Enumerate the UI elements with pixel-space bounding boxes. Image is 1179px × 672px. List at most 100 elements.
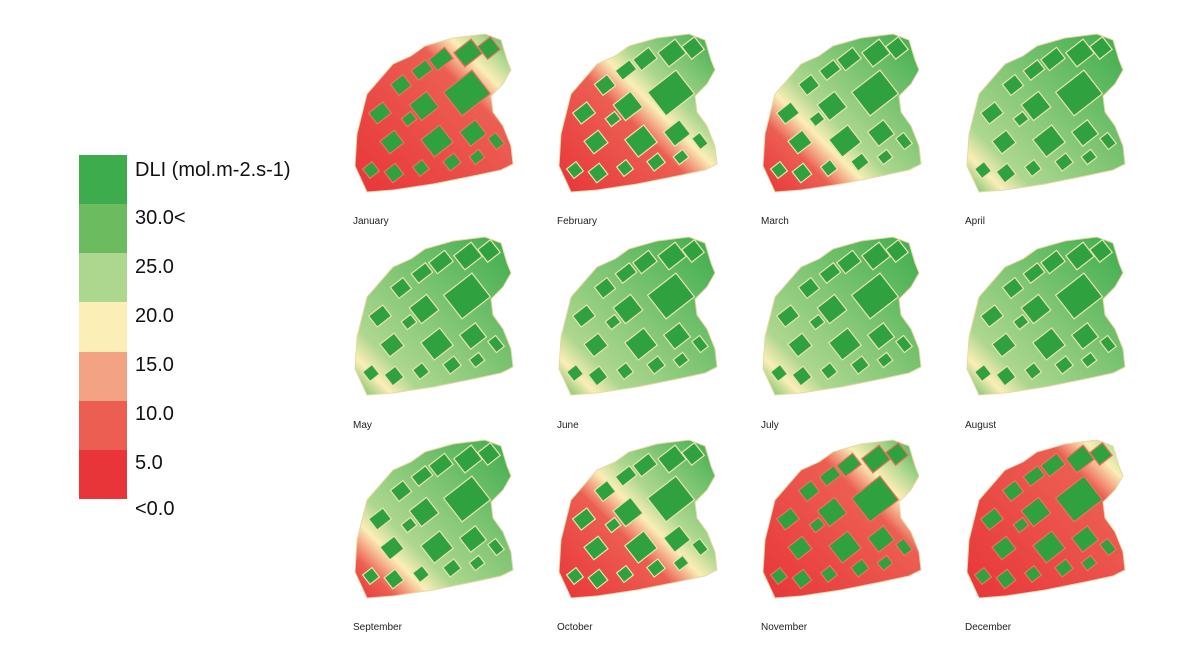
building — [808, 313, 826, 331]
building — [1001, 276, 1025, 300]
month-label-august: August — [965, 420, 997, 431]
building — [672, 554, 690, 572]
building — [1023, 158, 1043, 178]
building — [1098, 537, 1118, 557]
building — [818, 58, 842, 82]
building — [408, 90, 440, 122]
building — [476, 35, 502, 61]
building — [361, 160, 381, 180]
building — [612, 496, 644, 528]
building — [379, 129, 405, 155]
building — [452, 444, 484, 474]
building — [1064, 241, 1096, 271]
building — [791, 162, 813, 184]
legend-label-25: 25.0 — [135, 256, 174, 278]
building — [827, 530, 863, 564]
building — [1012, 313, 1030, 331]
building — [1088, 441, 1114, 467]
building — [808, 110, 826, 128]
building — [818, 464, 842, 488]
building — [884, 35, 910, 61]
building — [849, 355, 871, 375]
building — [884, 238, 910, 264]
legend-label-20: 20.0 — [135, 305, 174, 327]
building — [1064, 444, 1096, 474]
building — [1039, 452, 1067, 478]
building — [894, 334, 914, 354]
building — [400, 516, 418, 534]
building — [1080, 148, 1098, 166]
building — [1053, 355, 1075, 375]
building — [979, 507, 1005, 531]
legend-title: DLI (mol.m-2.s-1) — [135, 159, 291, 181]
building — [476, 238, 502, 264]
building — [361, 363, 381, 383]
site-map-april — [966, 33, 1126, 193]
building — [593, 276, 617, 300]
building — [408, 496, 440, 528]
building — [787, 535, 813, 561]
building — [1054, 272, 1104, 320]
building — [797, 479, 821, 503]
building — [410, 464, 434, 488]
legend-label-15: 15.0 — [135, 354, 174, 376]
legend-swatch-1 — [79, 204, 127, 254]
building — [631, 46, 659, 72]
building — [645, 152, 667, 172]
building — [1022, 261, 1046, 285]
building — [623, 327, 659, 361]
dli-map-september — [351, 436, 551, 636]
building — [1088, 238, 1114, 264]
building — [1022, 464, 1046, 488]
building — [645, 355, 667, 375]
building — [583, 332, 609, 358]
building — [379, 535, 405, 561]
building — [656, 38, 688, 68]
dli-map-november — [759, 436, 959, 636]
legend-swatch-4 — [79, 351, 127, 401]
building — [690, 131, 710, 151]
building — [1031, 124, 1067, 158]
building — [411, 361, 431, 381]
building — [1053, 558, 1075, 578]
building — [486, 334, 506, 354]
building — [1070, 321, 1100, 351]
building — [1001, 73, 1025, 97]
building — [791, 365, 813, 387]
building — [769, 566, 789, 586]
building — [476, 441, 502, 467]
building — [995, 365, 1017, 387]
building — [1039, 249, 1067, 275]
building — [850, 272, 900, 320]
building — [835, 46, 863, 72]
building — [400, 110, 418, 128]
building — [1022, 58, 1046, 82]
month-label-december: December — [965, 622, 1012, 633]
building — [995, 568, 1017, 590]
building — [818, 261, 842, 285]
building — [866, 524, 896, 554]
dli-map-december — [963, 436, 1163, 636]
building — [808, 516, 826, 534]
building — [587, 568, 609, 590]
building — [389, 479, 413, 503]
building — [1064, 38, 1096, 68]
building — [427, 452, 455, 478]
building — [819, 564, 839, 584]
month-label-june: June — [557, 420, 579, 431]
building — [593, 479, 617, 503]
site-map-june — [558, 236, 718, 396]
building — [646, 272, 696, 320]
building — [583, 535, 609, 561]
building — [1054, 69, 1104, 117]
building — [1080, 554, 1098, 572]
building — [791, 568, 813, 590]
site-map-october — [558, 439, 718, 599]
legend-swatch-0 — [79, 155, 127, 205]
building — [690, 537, 710, 557]
building — [979, 304, 1005, 328]
dli-map-june — [555, 233, 755, 433]
building — [383, 365, 405, 387]
month-label-july: July — [761, 420, 779, 431]
